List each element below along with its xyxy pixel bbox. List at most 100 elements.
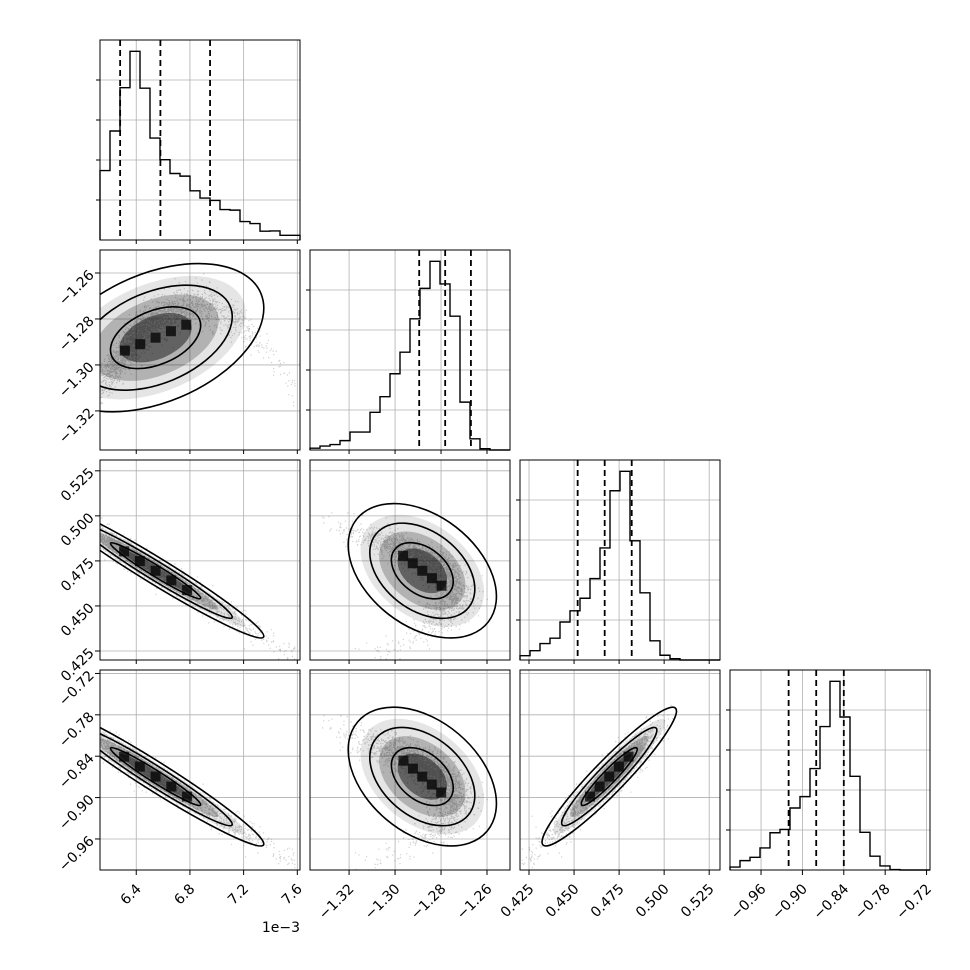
contour-3-1-0 xyxy=(347,706,498,847)
ytick-label-2-1: 0.450 xyxy=(58,600,98,640)
ytick-label-2-2: 0.475 xyxy=(58,555,98,595)
density-core-2-1-0 xyxy=(398,550,409,561)
histogram-0 xyxy=(99,50,301,240)
xtick-label-1-2: −1.28 xyxy=(408,881,450,923)
diag-panel-1 xyxy=(306,249,511,451)
xtick-label-0-2: 7.2 xyxy=(225,881,252,908)
density-core-2-0-4 xyxy=(182,585,193,596)
density-core-3-1-2 xyxy=(417,771,428,782)
diag-frame-1 xyxy=(309,249,511,451)
contour-2-1-1 xyxy=(369,522,476,620)
contour-3-0-0 xyxy=(100,706,265,847)
contour-3-1-2 xyxy=(390,746,454,807)
contour-1-0-1 xyxy=(100,284,234,391)
xaxis-offset-text: 1e−3 xyxy=(262,920,300,936)
density-core-2-0-1 xyxy=(134,556,145,567)
diag-frame-3 xyxy=(729,669,931,871)
contour-2-0-2 xyxy=(109,541,202,600)
xtick-label-1-3: −1.26 xyxy=(454,881,496,923)
xtick-label-0-3: 7.6 xyxy=(279,881,306,908)
density-core-3-2-3 xyxy=(594,781,605,792)
panel-content-3-1 xyxy=(310,670,510,870)
panel-frame-2-0 xyxy=(99,459,301,661)
contour-2-1-0 xyxy=(347,502,498,639)
density-core-2-0-0 xyxy=(119,546,130,557)
density-core-1-0-1 xyxy=(165,326,176,337)
ytick-label-3-0: −0.96 xyxy=(56,833,98,875)
contour-3-0-1 xyxy=(100,726,234,827)
contour-1-0-2 xyxy=(109,306,202,370)
density-core-1-0-4 xyxy=(119,345,130,356)
density-core-2-0-2 xyxy=(150,565,161,576)
contour-2-0-1 xyxy=(100,522,234,620)
ytick-label-3-2: −0.84 xyxy=(56,750,98,792)
ytick-label-1-3: −1.26 xyxy=(56,267,98,309)
contour-3-0-2 xyxy=(109,746,202,807)
contour-2-0-0 xyxy=(100,502,265,639)
panel-3-0 xyxy=(99,669,301,871)
panel-frame-2-1 xyxy=(309,459,511,661)
xtick-label-2-1: 0.450 xyxy=(543,881,583,921)
ytick-label-2-4: 0.525 xyxy=(58,465,98,505)
density-core-3-2-0 xyxy=(623,751,634,762)
panel-background-2-0 xyxy=(100,460,300,660)
panel-2-1 xyxy=(309,459,511,661)
contour-3-2-2 xyxy=(580,746,639,807)
density-core-3-0-4 xyxy=(182,791,193,802)
panel-content-2-1 xyxy=(310,460,510,660)
ytick-label-1-0: −1.32 xyxy=(56,405,98,447)
density-core-1-0-3 xyxy=(135,339,146,350)
scatter-points-3-0 xyxy=(100,728,300,870)
xtick-label-2-0: 0.425 xyxy=(498,881,538,921)
contour-3-2-0 xyxy=(541,706,678,847)
panel-background-1-0 xyxy=(100,250,300,450)
diag-panel-0 xyxy=(96,39,301,241)
ytick-label-3-1: −0.90 xyxy=(56,792,98,834)
density-core-2-1-1 xyxy=(407,558,418,569)
xtick-label-3-1: −0.90 xyxy=(769,881,811,923)
xtick-label-1-1: −1.30 xyxy=(362,881,404,923)
diag-frame-2 xyxy=(519,459,721,661)
panel-3-2 xyxy=(519,669,721,871)
diag-panel-3 xyxy=(726,669,931,871)
diag-frame-0 xyxy=(99,39,301,241)
xtick-label-2-3: 0.500 xyxy=(633,881,673,921)
density-core-2-1-2 xyxy=(417,565,428,576)
density-core-3-1-4 xyxy=(436,787,447,798)
density-core-3-2-1 xyxy=(613,761,624,772)
panel-content-3-0 xyxy=(100,670,300,870)
density-core-3-0-0 xyxy=(119,751,130,762)
density-core-3-2-2 xyxy=(604,771,615,782)
xtick-label-3-0: −0.96 xyxy=(728,881,770,923)
diag-panel-2 xyxy=(516,459,721,661)
density-core-3-0-2 xyxy=(150,771,161,782)
histogram-3 xyxy=(729,680,930,871)
panel-content-3-2 xyxy=(520,670,720,870)
xtick-label-3-4: −0.72 xyxy=(893,881,935,923)
ytick-label-1-1: −1.30 xyxy=(56,359,98,401)
density-core-1-0-2 xyxy=(150,332,161,343)
panel-frame-3-0 xyxy=(99,669,301,871)
contour-2-1-2 xyxy=(390,541,454,600)
ytick-label-2-3: 0.500 xyxy=(58,510,98,550)
density-core-3-0-3 xyxy=(166,781,177,792)
panel-3-1 xyxy=(309,669,511,871)
density-core-2-1-3 xyxy=(426,573,437,584)
scatter-points-2-1 xyxy=(322,512,488,660)
density-core-3-1-0 xyxy=(398,755,409,766)
panel-frame-3-2 xyxy=(519,669,721,871)
xtick-label-2-2: 0.475 xyxy=(588,881,628,921)
diag-background-0 xyxy=(100,40,300,240)
density-core-3-2-4 xyxy=(584,791,595,802)
xtick-label-1-0: −1.32 xyxy=(316,881,358,923)
contour-3-1-1 xyxy=(369,726,476,827)
density-core-3-1-1 xyxy=(407,763,418,774)
panel-content-1-0 xyxy=(100,250,300,450)
panel-2-0 xyxy=(99,459,301,661)
panel-1-0 xyxy=(99,249,301,451)
xtick-label-2-4: 0.525 xyxy=(678,881,718,921)
xtick-label-3-2: −0.84 xyxy=(811,881,853,923)
panel-content-2-0 xyxy=(100,460,300,660)
